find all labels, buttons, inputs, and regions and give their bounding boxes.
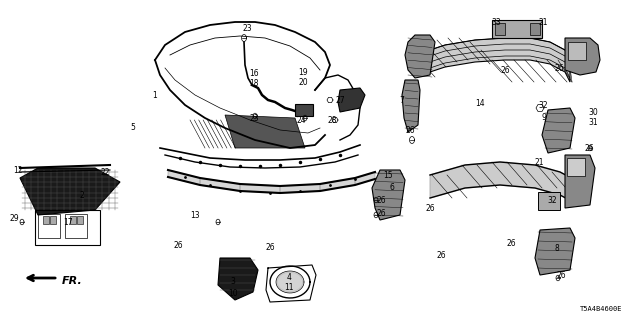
Text: 26: 26 bbox=[173, 241, 183, 250]
Text: 26: 26 bbox=[436, 251, 446, 260]
Text: 14: 14 bbox=[475, 99, 485, 108]
Bar bbox=[495, 23, 505, 35]
Text: 26: 26 bbox=[500, 66, 510, 75]
Polygon shape bbox=[277, 272, 303, 292]
Polygon shape bbox=[240, 184, 280, 193]
Polygon shape bbox=[20, 168, 120, 215]
Text: 17: 17 bbox=[63, 218, 73, 227]
Text: 26: 26 bbox=[376, 196, 386, 204]
Text: 29: 29 bbox=[9, 213, 19, 222]
Polygon shape bbox=[355, 172, 375, 185]
Text: 32: 32 bbox=[538, 100, 548, 109]
Text: 26: 26 bbox=[556, 270, 566, 279]
Text: 26: 26 bbox=[405, 125, 415, 134]
Text: 33: 33 bbox=[491, 18, 501, 27]
Bar bbox=[538, 192, 560, 210]
Text: 19: 19 bbox=[298, 68, 308, 76]
Bar bbox=[77, 216, 83, 224]
Bar bbox=[50, 216, 56, 224]
Text: 15: 15 bbox=[383, 171, 393, 180]
Text: 13: 13 bbox=[190, 211, 200, 220]
Text: 21: 21 bbox=[538, 18, 548, 27]
Polygon shape bbox=[565, 38, 600, 75]
Bar bbox=[35, 210, 100, 245]
Polygon shape bbox=[372, 170, 405, 220]
Polygon shape bbox=[320, 178, 355, 191]
Polygon shape bbox=[225, 115, 305, 148]
Text: 9: 9 bbox=[541, 113, 547, 122]
Text: FR.: FR. bbox=[62, 276, 83, 286]
Bar bbox=[567, 158, 585, 176]
Text: 3: 3 bbox=[230, 277, 236, 286]
Bar bbox=[530, 23, 540, 35]
Bar bbox=[568, 42, 586, 60]
Text: 20: 20 bbox=[298, 77, 308, 86]
Text: 6: 6 bbox=[390, 182, 394, 191]
Text: 16: 16 bbox=[249, 68, 259, 77]
Text: 2: 2 bbox=[79, 190, 84, 199]
Polygon shape bbox=[405, 35, 435, 78]
Polygon shape bbox=[542, 108, 575, 153]
Text: 28: 28 bbox=[327, 116, 337, 124]
Text: T5A4B4600E: T5A4B4600E bbox=[579, 306, 622, 312]
Polygon shape bbox=[415, 38, 570, 82]
Text: 22: 22 bbox=[100, 167, 109, 177]
Text: 10: 10 bbox=[228, 289, 238, 298]
Text: 11: 11 bbox=[284, 284, 294, 292]
Bar bbox=[295, 104, 313, 116]
Polygon shape bbox=[402, 80, 420, 132]
Text: 27: 27 bbox=[335, 95, 345, 105]
Text: 23: 23 bbox=[249, 114, 259, 123]
Polygon shape bbox=[280, 184, 320, 193]
Text: 26: 26 bbox=[376, 209, 386, 218]
Text: 23: 23 bbox=[242, 23, 252, 33]
Text: 18: 18 bbox=[249, 78, 259, 87]
Polygon shape bbox=[200, 178, 240, 191]
Polygon shape bbox=[338, 88, 365, 112]
Text: 26: 26 bbox=[584, 143, 594, 153]
Text: 31: 31 bbox=[588, 117, 598, 126]
Polygon shape bbox=[430, 162, 575, 203]
Text: 4: 4 bbox=[287, 274, 291, 283]
Text: 26: 26 bbox=[265, 243, 275, 252]
Polygon shape bbox=[218, 258, 258, 300]
Polygon shape bbox=[535, 228, 575, 275]
Text: 26: 26 bbox=[506, 238, 516, 247]
Text: 5: 5 bbox=[131, 123, 136, 132]
Bar bbox=[38, 214, 60, 238]
Text: 32: 32 bbox=[547, 196, 557, 204]
Bar bbox=[43, 216, 49, 224]
Polygon shape bbox=[168, 170, 200, 185]
Text: 1: 1 bbox=[152, 91, 157, 100]
Bar bbox=[70, 216, 76, 224]
Text: 21: 21 bbox=[534, 157, 544, 166]
Text: 7: 7 bbox=[399, 95, 404, 105]
Text: 26: 26 bbox=[554, 63, 564, 73]
Text: 30: 30 bbox=[588, 108, 598, 116]
Text: 24: 24 bbox=[296, 116, 306, 124]
Polygon shape bbox=[565, 155, 595, 208]
Text: 8: 8 bbox=[555, 244, 559, 252]
Bar bbox=[492, 20, 542, 38]
Bar bbox=[65, 214, 87, 238]
Text: 12: 12 bbox=[13, 165, 23, 174]
Text: 26: 26 bbox=[425, 204, 435, 212]
